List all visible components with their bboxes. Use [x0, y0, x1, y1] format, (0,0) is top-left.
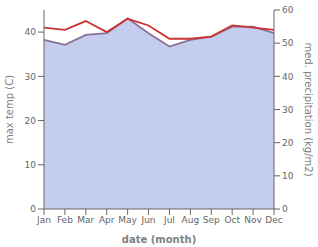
svg-text:date (month): date (month) — [122, 234, 196, 245]
svg-text:Apr: Apr — [99, 215, 115, 225]
svg-text:60: 60 — [282, 5, 294, 15]
svg-text:40: 40 — [282, 72, 294, 82]
svg-text:0: 0 — [30, 204, 36, 214]
svg-text:30: 30 — [282, 105, 294, 115]
svg-text:May: May — [118, 215, 137, 225]
svg-text:50: 50 — [282, 38, 294, 48]
svg-text:Jun: Jun — [141, 215, 156, 225]
svg-text:med. precipitation (kg/m2): med. precipitation (kg/m2) — [303, 42, 310, 176]
svg-text:30: 30 — [25, 72, 37, 82]
svg-text:Feb: Feb — [57, 215, 73, 225]
svg-text:Nov: Nov — [244, 215, 262, 225]
svg-text:20: 20 — [25, 116, 37, 126]
svg-text:Dec: Dec — [265, 215, 282, 225]
svg-text:0: 0 — [282, 204, 288, 214]
svg-text:Jul: Jul — [163, 215, 175, 225]
svg-text:Sep: Sep — [203, 215, 220, 225]
svg-text:10: 10 — [25, 160, 37, 170]
svg-text:40: 40 — [25, 27, 37, 37]
svg-text:Oct: Oct — [224, 215, 240, 225]
svg-text:20: 20 — [282, 138, 294, 148]
svg-text:10: 10 — [282, 171, 294, 181]
svg-text:Jan: Jan — [36, 215, 51, 225]
svg-text:max temp (C): max temp (C) — [8, 75, 15, 144]
svg-text:Aug: Aug — [182, 215, 200, 225]
svg-text:Mar: Mar — [77, 215, 94, 225]
